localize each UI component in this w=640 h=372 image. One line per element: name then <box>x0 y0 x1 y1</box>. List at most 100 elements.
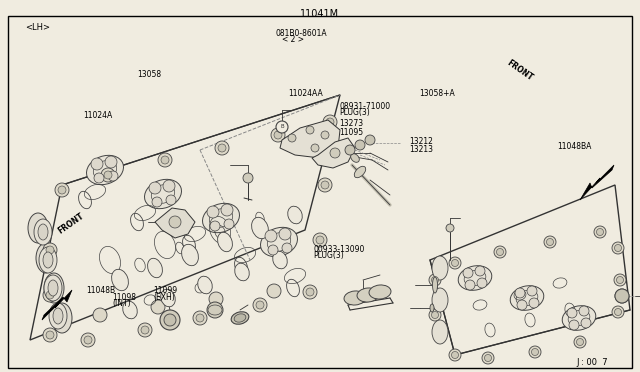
Ellipse shape <box>93 308 107 322</box>
Ellipse shape <box>517 300 527 310</box>
Ellipse shape <box>497 248 504 256</box>
Ellipse shape <box>615 289 629 303</box>
Ellipse shape <box>235 263 249 281</box>
Ellipse shape <box>594 226 606 238</box>
Ellipse shape <box>355 140 365 150</box>
Ellipse shape <box>484 355 492 362</box>
Ellipse shape <box>91 158 103 170</box>
Ellipse shape <box>432 288 448 312</box>
Polygon shape <box>430 185 630 355</box>
Ellipse shape <box>166 195 176 205</box>
Ellipse shape <box>44 273 64 303</box>
Ellipse shape <box>46 291 54 299</box>
Ellipse shape <box>151 300 165 314</box>
Ellipse shape <box>39 247 57 273</box>
Ellipse shape <box>218 144 226 152</box>
Text: FRONT: FRONT <box>56 211 86 235</box>
Ellipse shape <box>160 310 180 330</box>
Ellipse shape <box>303 285 317 299</box>
Ellipse shape <box>218 232 232 252</box>
Ellipse shape <box>449 349 461 361</box>
Ellipse shape <box>43 288 57 302</box>
Ellipse shape <box>48 280 58 296</box>
Text: 11098: 11098 <box>112 293 136 302</box>
Ellipse shape <box>326 118 334 126</box>
Ellipse shape <box>55 183 69 197</box>
Ellipse shape <box>209 292 223 306</box>
Ellipse shape <box>451 352 458 359</box>
Ellipse shape <box>494 246 506 258</box>
Ellipse shape <box>46 246 54 254</box>
Ellipse shape <box>510 286 544 310</box>
Ellipse shape <box>274 131 282 139</box>
Ellipse shape <box>58 186 66 194</box>
Ellipse shape <box>46 331 54 339</box>
Text: 13212: 13212 <box>410 137 433 146</box>
Ellipse shape <box>43 243 57 257</box>
Ellipse shape <box>252 217 268 239</box>
Ellipse shape <box>53 308 63 324</box>
Ellipse shape <box>616 276 623 283</box>
Ellipse shape <box>313 233 327 247</box>
Ellipse shape <box>615 289 629 303</box>
Text: 11099: 11099 <box>154 286 178 295</box>
Ellipse shape <box>458 266 492 290</box>
Ellipse shape <box>221 204 233 216</box>
Ellipse shape <box>161 156 169 164</box>
Ellipse shape <box>465 280 475 290</box>
Ellipse shape <box>161 289 175 307</box>
Ellipse shape <box>260 227 298 257</box>
Ellipse shape <box>577 339 584 346</box>
Ellipse shape <box>432 256 448 280</box>
Ellipse shape <box>569 320 579 330</box>
Polygon shape <box>580 165 614 200</box>
Text: 11024A: 11024A <box>83 111 113 120</box>
Ellipse shape <box>477 278 487 288</box>
Text: < 2 >: < 2 > <box>282 35 303 44</box>
Ellipse shape <box>271 128 285 142</box>
Ellipse shape <box>276 121 288 133</box>
Text: 11048BA: 11048BA <box>557 142 591 151</box>
Ellipse shape <box>323 115 337 129</box>
Ellipse shape <box>256 301 264 309</box>
Ellipse shape <box>34 219 52 245</box>
Ellipse shape <box>306 126 314 134</box>
Ellipse shape <box>451 260 458 266</box>
Ellipse shape <box>279 228 291 240</box>
Ellipse shape <box>318 178 332 192</box>
Text: (INT): (INT) <box>112 299 131 308</box>
Ellipse shape <box>123 301 137 319</box>
Text: 11041M: 11041M <box>300 9 340 19</box>
Ellipse shape <box>234 314 246 322</box>
Ellipse shape <box>529 298 539 308</box>
Ellipse shape <box>351 154 359 162</box>
Text: 13273: 13273 <box>339 119 364 128</box>
Ellipse shape <box>431 311 438 318</box>
Ellipse shape <box>330 148 340 158</box>
Text: 11095: 11095 <box>339 128 364 137</box>
Text: 00933-13090: 00933-13090 <box>314 245 365 254</box>
Text: 08931-71000: 08931-71000 <box>339 102 390 110</box>
Ellipse shape <box>86 155 124 185</box>
Text: 11048B: 11048B <box>86 286 116 295</box>
Text: (EXH): (EXH) <box>154 293 175 302</box>
Ellipse shape <box>463 268 473 278</box>
Ellipse shape <box>529 346 541 358</box>
Ellipse shape <box>198 276 212 294</box>
Polygon shape <box>30 95 340 340</box>
Ellipse shape <box>544 236 556 248</box>
Ellipse shape <box>527 286 537 296</box>
Ellipse shape <box>207 206 219 218</box>
Ellipse shape <box>163 180 175 192</box>
Ellipse shape <box>430 304 434 312</box>
Ellipse shape <box>267 284 281 298</box>
Ellipse shape <box>614 274 626 286</box>
Ellipse shape <box>108 171 118 181</box>
Ellipse shape <box>614 244 621 251</box>
Ellipse shape <box>446 224 454 232</box>
Ellipse shape <box>581 318 591 328</box>
Text: 13058+A: 13058+A <box>419 89 455 97</box>
Ellipse shape <box>243 173 253 183</box>
Text: J : 00  7: J : 00 7 <box>576 358 607 367</box>
Ellipse shape <box>141 326 149 334</box>
